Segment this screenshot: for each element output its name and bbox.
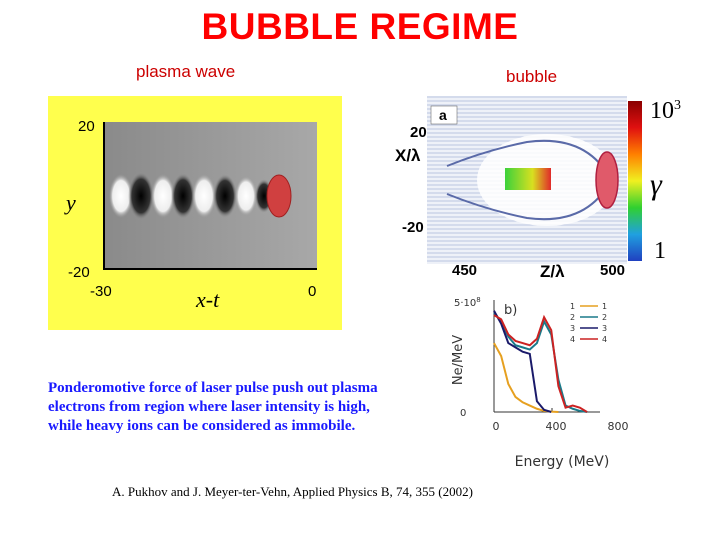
spectrum-y-tick: 0 xyxy=(460,408,466,419)
bubble-x-tick: 500 xyxy=(600,262,626,279)
spectrum-x-tick: 800 xyxy=(608,420,629,433)
plasma-y-label: y xyxy=(66,190,76,215)
bubble-caption: bubble xyxy=(506,67,558,86)
description-line: while heavy ions can be considered as im… xyxy=(48,418,356,434)
spectrum-legend-label: 4 xyxy=(570,335,575,344)
colorbar-gamma-label: γ xyxy=(650,168,662,201)
bubble-graphic: a xyxy=(427,96,627,264)
plasma-y-tick: -20 xyxy=(68,264,90,281)
bubble-x-label: Z/λ xyxy=(540,262,565,281)
plasma-x-axis xyxy=(103,268,317,270)
plasma-x-tick: 0 xyxy=(308,283,317,300)
spectrum-series-line xyxy=(493,314,588,413)
colorbar xyxy=(628,101,642,261)
spectrum-legend-label: 1 xyxy=(602,302,607,311)
spectrum-x-tick: 0 xyxy=(493,420,500,433)
energy-spectrum-chart: 5·108 0 0 400 800 Ne/MeV Energy (MeV) b) 1 1 2 2 3 3… xyxy=(451,296,629,470)
spectrum-series-line xyxy=(493,312,588,413)
colorbar-bottom-label: 1 xyxy=(654,238,666,264)
spectrum-legend-label: 1 xyxy=(570,302,575,311)
plasma-y-tick: 20 xyxy=(78,118,95,135)
spectrum-x-label: Energy (MeV) xyxy=(515,454,610,470)
spectrum-y-tick: 5·108 xyxy=(454,296,481,309)
bubble-y-label: X/λ xyxy=(395,146,421,165)
citation: A. Pukhov and J. Meyer-ter-Vehn, Applied… xyxy=(112,484,473,499)
bubble-x-tick: 450 xyxy=(452,262,478,279)
bubble-panel-letter: a xyxy=(439,107,447,123)
bubble-y-tick: 20 xyxy=(410,124,427,141)
spectrum-legend-label: 3 xyxy=(602,324,607,333)
spectrum-y-label: Ne/MeV xyxy=(451,335,466,385)
description-line: Ponderomotive force of laser pulse push … xyxy=(48,380,378,396)
spectrum-panel-letter: b) xyxy=(504,303,517,318)
spectrum-x-tick: 400 xyxy=(546,420,567,433)
slide-title: BUBBLE REGIME xyxy=(201,6,519,47)
spectrum-series-line xyxy=(493,310,552,413)
plasma-wave-image xyxy=(103,122,317,270)
plasma-x-tick: -30 xyxy=(90,283,112,300)
colorbar-top-label: 103 xyxy=(650,98,681,124)
description-paragraph: Ponderomotive force of laser pulse push … xyxy=(48,379,468,436)
bubble-simulation-image: a xyxy=(427,96,627,264)
spectrum-legend-label: 2 xyxy=(602,313,607,322)
spectrum-legend-label: 2 xyxy=(570,313,575,322)
description-line: electrons from region where laser intens… xyxy=(48,399,370,415)
spectrum-legend-label: 4 xyxy=(602,335,607,344)
plasma-y-axis xyxy=(103,122,105,270)
plasma-wave-caption: plasma wave xyxy=(136,62,236,81)
plasma-wave-graphic xyxy=(103,122,317,270)
bubble-y-tick: -20 xyxy=(402,219,424,236)
plasma-x-label: x-t xyxy=(196,287,220,312)
spectrum-legend-label: 3 xyxy=(570,324,575,333)
